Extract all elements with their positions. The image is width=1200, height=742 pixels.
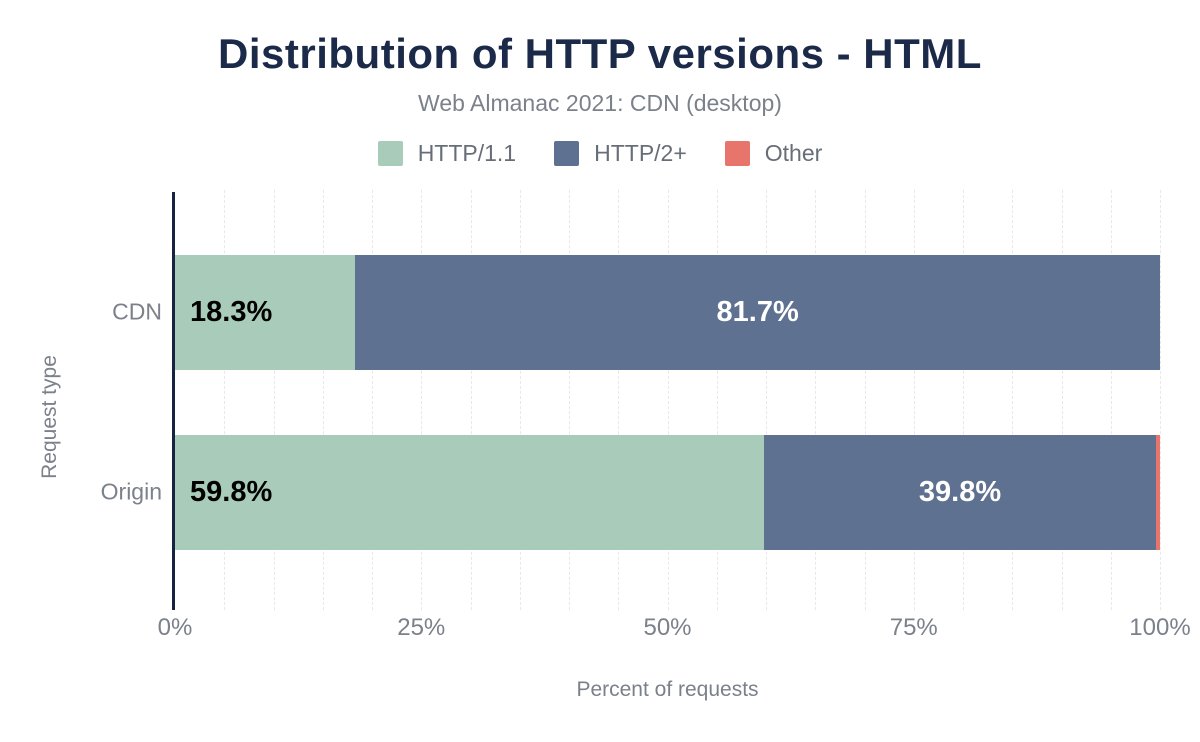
- legend: HTTP/1.1 HTTP/2+ Other: [0, 140, 1200, 167]
- bar-segment-origin-other[interactable]: [1156, 435, 1160, 550]
- legend-label: HTTP/2+: [594, 140, 687, 166]
- gridline: [913, 190, 915, 610]
- bar-segment-cdn-http-1-1[interactable]: 18.3%: [175, 255, 356, 370]
- legend-swatch-http-1-1: [377, 141, 403, 166]
- legend-item-other[interactable]: Other: [724, 140, 823, 167]
- chart-title: Distribution of HTTP versions - HTML: [218, 30, 982, 77]
- x-tick-0: 0%: [157, 614, 193, 641]
- gridline: [470, 190, 472, 610]
- x-tick-100: 100%: [1129, 614, 1191, 641]
- x-axis-title: Percent of requests: [576, 678, 759, 701]
- x-tick-25: 25%: [397, 614, 446, 641]
- x-tick-75: 75%: [889, 614, 938, 641]
- gridline: [224, 190, 226, 610]
- legend-label: Other: [764, 140, 823, 166]
- gridline: [1012, 190, 1014, 610]
- bar-row-origin: 59.8% 39.8%: [175, 435, 1160, 550]
- category-label-origin: Origin: [100, 478, 162, 505]
- gridline: [322, 190, 324, 610]
- legend-item-http-1-1[interactable]: HTTP/1.1: [377, 140, 517, 167]
- bar-segment-origin-http-1-1[interactable]: 59.8%: [175, 435, 765, 550]
- bar-segment-cdn-http-2[interactable]: 81.7%: [355, 255, 1160, 370]
- gridline: [372, 190, 373, 610]
- legend-item-http-2[interactable]: HTTP/2+: [554, 140, 687, 167]
- bar-value-label-cdn-http-2: 81.7%: [716, 296, 799, 328]
- gridline: [716, 190, 718, 610]
- gridline: [815, 190, 817, 610]
- gridline: [963, 190, 964, 610]
- bar-segment-origin-http-2[interactable]: 39.8%: [764, 435, 1157, 550]
- gridline: [519, 190, 521, 610]
- gridline: [618, 190, 620, 610]
- gridline: [864, 190, 866, 610]
- gridline: [1160, 190, 1161, 610]
- bar-value-label-origin-http-2: 39.8%: [918, 476, 1002, 508]
- x-tick-50: 50%: [643, 614, 692, 641]
- legend-swatch-other: [724, 141, 750, 166]
- gridline: [1061, 190, 1063, 610]
- gridline: [569, 190, 570, 610]
- y-axis-line: [172, 192, 175, 610]
- plot-area: 18.3% 81.7% 59.8% 39.8%: [175, 190, 1161, 610]
- bar-value-label-cdn-http-1-1: 18.3%: [190, 296, 273, 328]
- bar-value-label-origin-http-1-1: 59.8%: [190, 476, 273, 508]
- gridline: [1110, 190, 1112, 610]
- gridline: [766, 190, 767, 610]
- chart-subtitle: Web Almanac 2021: CDN (desktop): [418, 90, 782, 116]
- gridline: [421, 190, 423, 610]
- bar-row-cdn: 18.3% 81.7%: [175, 255, 1160, 370]
- legend-label: HTTP/1.1: [417, 140, 517, 166]
- y-axis-title: Request type: [38, 355, 61, 479]
- gridline: [273, 190, 275, 610]
- gridline: [667, 190, 669, 610]
- legend-swatch-http-2: [554, 141, 580, 166]
- category-label-cdn: CDN: [112, 298, 162, 325]
